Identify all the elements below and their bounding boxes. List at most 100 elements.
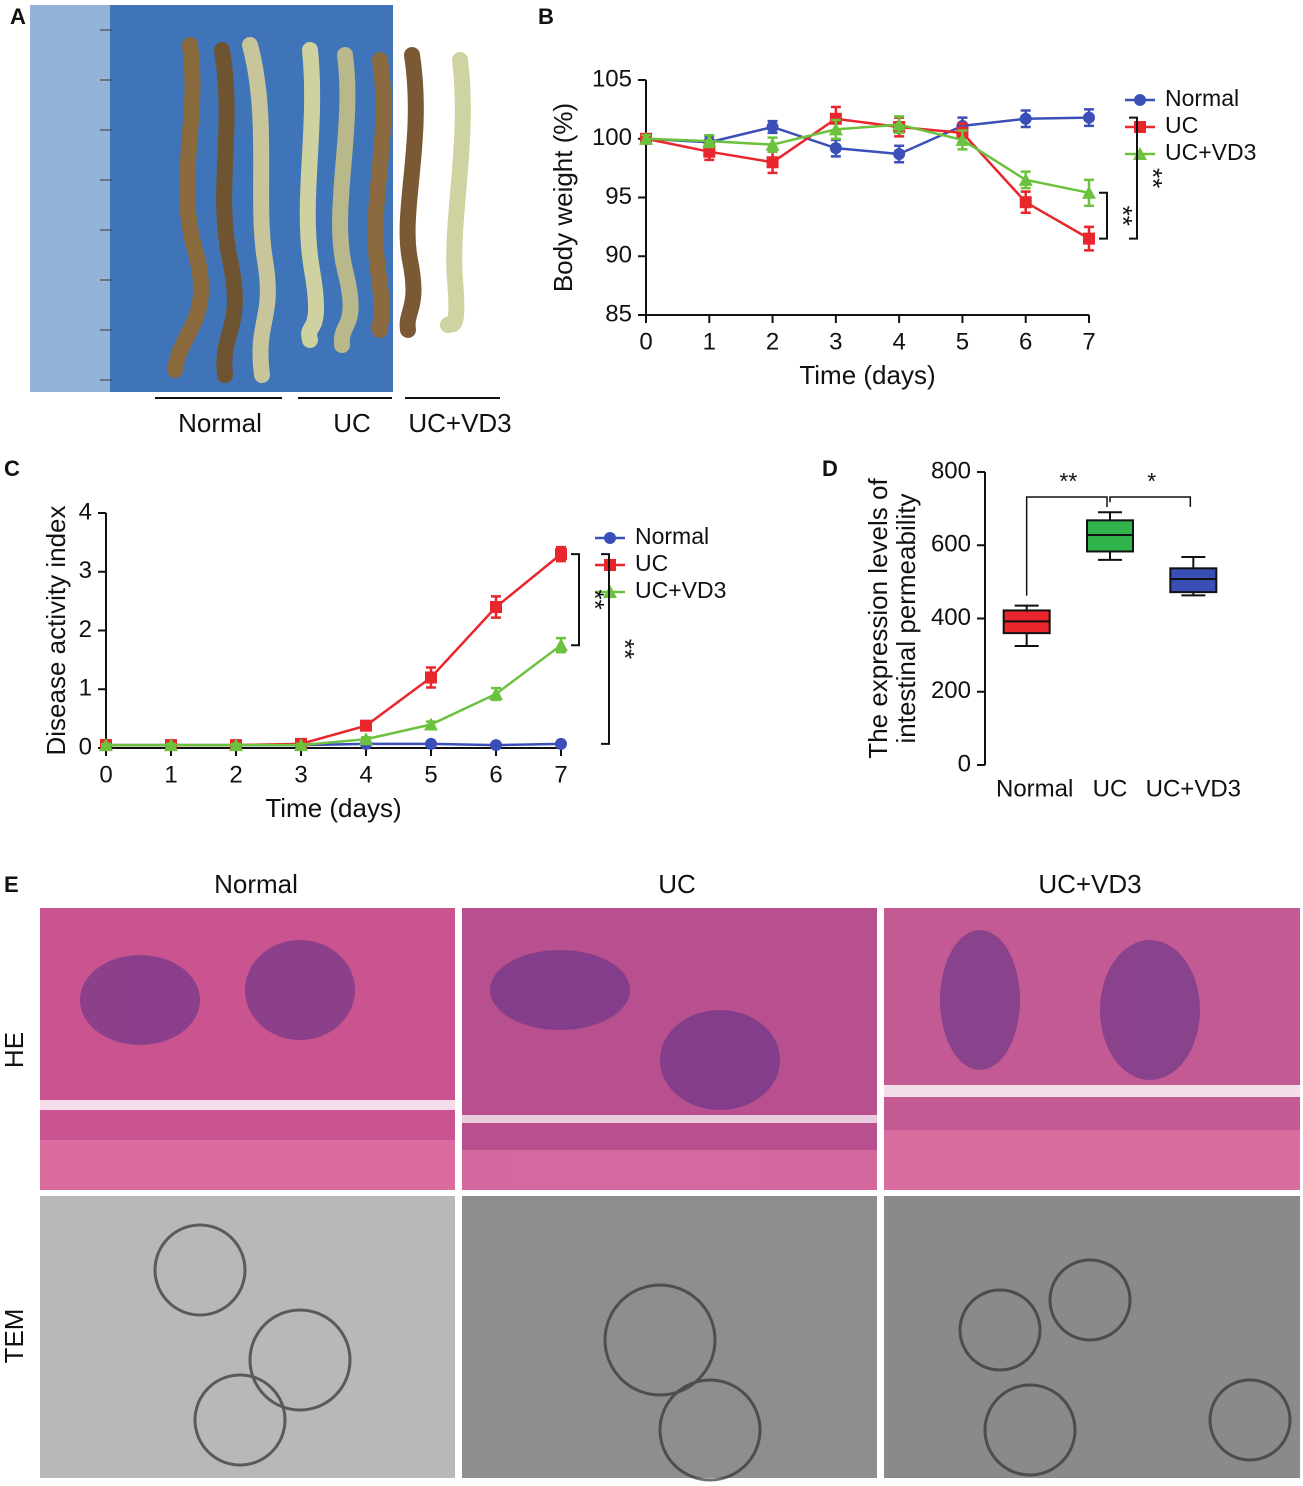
panel-label: A	[10, 4, 26, 29]
significance-bracket	[1099, 191, 1108, 240]
significance-bracket	[1025, 496, 1108, 596]
column-label: UC+VD3	[1038, 869, 1141, 899]
marker	[360, 719, 372, 732]
marker	[1082, 185, 1096, 199]
legend-label: UC+VD3	[1165, 139, 1256, 165]
marker	[829, 142, 842, 155]
y-axis-label: Disease activity index	[41, 506, 71, 756]
marker	[425, 671, 437, 684]
x-tick-label: 5	[956, 328, 969, 355]
y-axis-label: Body weight (%)	[548, 103, 578, 292]
panel-label: E	[4, 872, 19, 897]
y-tick-label: 800	[931, 457, 971, 484]
marker	[1083, 111, 1095, 124]
significance-bracket	[571, 553, 580, 647]
y-tick-label: 90	[605, 242, 632, 269]
x-tick-label: 6	[1019, 328, 1032, 355]
y-tick-label: 95	[605, 183, 632, 210]
marker	[766, 121, 779, 133]
y-tick-label: 0	[79, 733, 92, 760]
marker	[99, 738, 113, 752]
marker	[424, 717, 438, 731]
marker	[1134, 94, 1146, 106]
marker	[164, 738, 178, 752]
y-tick-label: 600	[931, 531, 971, 558]
y-tick-label: 400	[931, 604, 971, 631]
x-axis-label: Time (days)	[265, 793, 401, 823]
significance-label: **	[1059, 468, 1077, 494]
marker	[229, 738, 243, 752]
row-label: TEM	[0, 1309, 29, 1364]
y-tick-label: 85	[605, 300, 632, 327]
x-tick-label: 3	[294, 761, 307, 788]
x-tick-label: Normal	[996, 775, 1073, 802]
x-tick-label: UC	[1093, 775, 1128, 802]
group-label: UC	[333, 408, 371, 438]
significance-label: **	[1108, 206, 1138, 226]
significance-label: **	[580, 590, 610, 610]
marker	[554, 638, 568, 652]
x-tick-label: 5	[424, 761, 437, 788]
marker	[425, 737, 437, 750]
marker	[765, 137, 780, 151]
legend-label: UC	[1165, 112, 1198, 138]
marker	[828, 122, 843, 136]
panel-label: C	[4, 456, 20, 481]
x-tick-label: 1	[703, 328, 716, 355]
panel-label: D	[822, 456, 838, 481]
series-line	[645, 123, 1090, 195]
x-tick-label: 6	[489, 761, 502, 788]
row-label: HE	[0, 1032, 29, 1068]
marker	[1019, 196, 1032, 209]
marker	[766, 156, 779, 169]
legend-label: UC+VD3	[635, 577, 726, 603]
x-tick-label: 2	[766, 328, 779, 355]
x-tick-label: 7	[1082, 328, 1095, 355]
marker	[359, 732, 373, 746]
marker	[955, 132, 970, 146]
photo-a	[30, 5, 471, 392]
significance-bracket	[1129, 116, 1138, 240]
marker	[1134, 121, 1146, 133]
x-tick-label: 2	[229, 761, 242, 788]
marker	[604, 532, 616, 544]
series-line	[645, 116, 1090, 156]
marker	[294, 738, 308, 752]
box	[1169, 567, 1218, 594]
column-label: UC	[658, 869, 696, 899]
group-label: Normal	[178, 408, 262, 438]
y-tick-label: 2	[79, 616, 92, 643]
marker	[555, 737, 567, 750]
significance-label: **	[610, 639, 640, 659]
x-tick-label: 1	[164, 761, 177, 788]
series-line	[645, 117, 1090, 240]
y-tick-label: 200	[931, 677, 971, 704]
histology	[40, 908, 1300, 1482]
x-tick-label: UC+VD3	[1146, 775, 1241, 802]
group-label: UC+VD3	[408, 408, 511, 438]
x-tick-label: 0	[99, 761, 112, 788]
marker	[1019, 112, 1032, 125]
x-axis-label: Time (days)	[799, 360, 935, 390]
significance-label: *	[1147, 468, 1156, 494]
marker	[490, 739, 502, 752]
y-tick-label: 1	[79, 675, 92, 702]
marker	[703, 145, 716, 158]
legend-label: Normal	[635, 523, 709, 549]
marker	[489, 686, 503, 700]
marker	[1083, 232, 1095, 245]
x-tick-label: 7	[554, 761, 567, 788]
marker	[490, 601, 502, 613]
y-tick-label: 4	[79, 498, 92, 525]
y-tick-label: 100	[592, 124, 632, 151]
x-tick-label: 4	[892, 328, 905, 355]
significance-bracket	[601, 553, 610, 745]
y-tick-label: 105	[592, 65, 632, 92]
legend-label: UC	[635, 550, 668, 576]
panel-label: B	[538, 4, 554, 29]
x-tick-label: 4	[359, 761, 372, 788]
marker	[639, 131, 653, 145]
y-axis-label: intestinal permeability	[891, 493, 921, 743]
marker	[702, 134, 717, 148]
x-tick-label: 0	[639, 328, 652, 355]
